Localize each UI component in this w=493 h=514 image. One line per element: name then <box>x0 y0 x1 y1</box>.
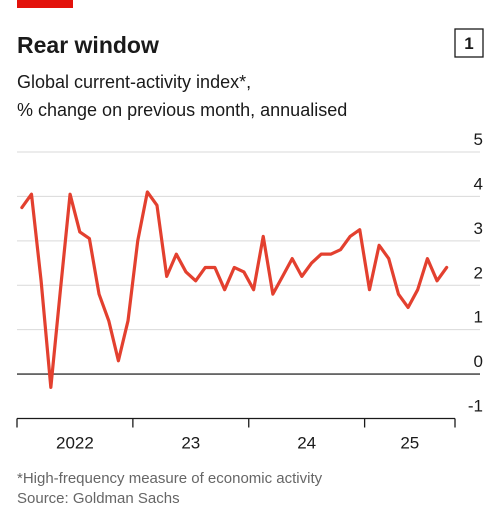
x-tick-label: 25 <box>400 434 419 453</box>
chart-title: Rear window <box>17 32 159 58</box>
footnote: *High-frequency measure of economic acti… <box>17 470 323 487</box>
y-tick-label: -1 <box>468 397 483 416</box>
y-tick-label: 0 <box>474 352 483 371</box>
subtitle: Global current-activity index*, <box>17 72 251 92</box>
x-tick-label: 23 <box>181 434 200 453</box>
chart-number: 1 <box>464 34 473 53</box>
y-tick-label: 3 <box>474 219 483 238</box>
source: Source: Goldman Sachs <box>17 490 180 507</box>
chart-number-box <box>454 28 484 58</box>
y-tick-label: 4 <box>474 174 483 193</box>
brand-bar <box>17 0 73 8</box>
y-tick-label: 2 <box>474 263 483 282</box>
x-tick-label: 2022 <box>56 434 94 453</box>
y-tick-label: 1 <box>474 308 483 327</box>
x-tick-label: 24 <box>297 434 316 453</box>
subtitle: % change on previous month, annualised <box>17 100 347 120</box>
y-tick-label: 5 <box>474 130 483 149</box>
data-line <box>20 190 449 390</box>
